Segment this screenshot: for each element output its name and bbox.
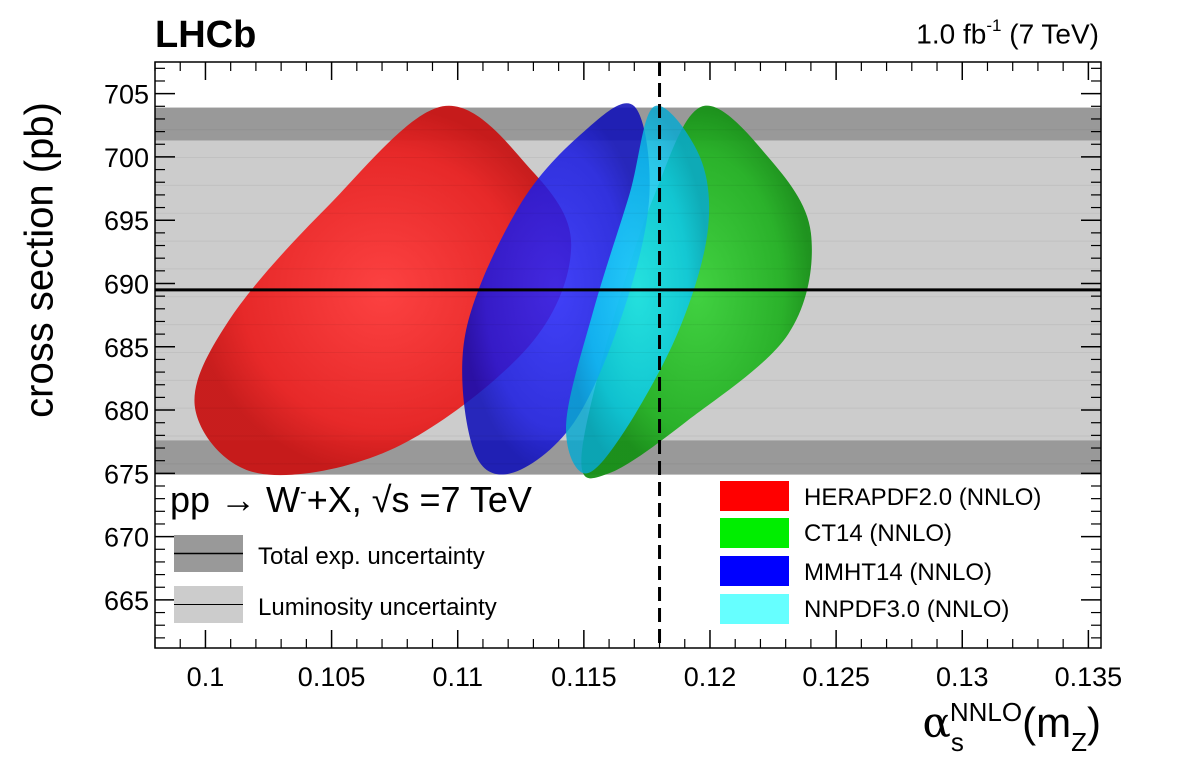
x-tick-label: 0.135 (1055, 662, 1123, 692)
y-tick-label: 665 (104, 586, 149, 616)
x-tick-label: 0.105 (298, 662, 366, 692)
legend-label-nnpdf30: NNPDF3.0 (NNLO) (804, 596, 1009, 623)
luminosity-label: 1.0 fb-1 (7 TeV) (916, 16, 1099, 50)
plot-frame (154, 61, 1102, 649)
y-tick-label: 700 (104, 143, 149, 173)
legend-label-herapdf: HERAPDF2.0 (NNLO) (804, 484, 1041, 511)
x-axis-label-close: ) (1087, 699, 1101, 746)
x-tick-label: 0.125 (802, 662, 870, 692)
legend-swatch-ct14 (720, 518, 789, 548)
process-charge: - (300, 481, 307, 503)
x-tick-label: 0.115 (551, 662, 617, 692)
x-axis-label-argument: (m (1022, 699, 1072, 746)
band-legend-label-lumi: Luminosity uncertainty (258, 594, 497, 621)
process-suffix: +X, √s =7 TeV (306, 479, 532, 520)
legend-swatch-nnpdf30 (720, 594, 789, 624)
y-tick-label: 705 (104, 80, 149, 110)
x-axis-label-symbol: α (922, 698, 951, 747)
x-tick-label: 0.13 (936, 662, 989, 692)
band-legend: Total exp. uncertainty Luminosity uncert… (174, 535, 497, 623)
y-axis-label: cross section (pb) (17, 102, 62, 418)
y-tick-label: 680 (104, 396, 149, 426)
luminosity-exponent: -1 (986, 16, 1002, 35)
x-axis-label-subscript: s (950, 727, 964, 757)
x-axis-label-superscript: NNLO (949, 697, 1023, 727)
luminosity-prefix: 1.0 fb (916, 18, 987, 50)
legend-label-mmht14: MMHT14 (NNLO) (804, 559, 992, 586)
experiment-label: LHCb (155, 14, 257, 56)
legend-swatch-herapdf (720, 481, 789, 511)
band-legend-label-total: Total exp. uncertainty (258, 543, 485, 570)
luminosity-suffix: (7 TeV) (1009, 18, 1099, 50)
process-prefix: pp → W (170, 479, 301, 520)
x-tick-label: 0.11 (432, 662, 483, 692)
process-label: pp → W-+X, √s =7 TeV (170, 479, 532, 521)
y-tick-label: 695 (104, 206, 149, 236)
x-axis-label: αsNNLO(mZ) (922, 697, 1102, 757)
y-tick-label: 690 (104, 269, 149, 299)
pdf-legend: HERAPDF2.0 (NNLO) CT14 (NNLO) MMHT14 (NN… (720, 481, 1041, 624)
x-tick-label: 0.12 (684, 662, 737, 692)
y-tick-label: 675 (104, 459, 149, 489)
y-tick-label: 685 (104, 333, 149, 363)
legend-swatch-mmht14 (720, 556, 789, 586)
x-axis-label-argument-subscript: Z (1071, 727, 1087, 757)
legend-label-ct14: CT14 (NNLO) (804, 520, 952, 547)
x-tick-label: 0.1 (187, 662, 225, 692)
y-tick-label: 670 (104, 523, 149, 553)
